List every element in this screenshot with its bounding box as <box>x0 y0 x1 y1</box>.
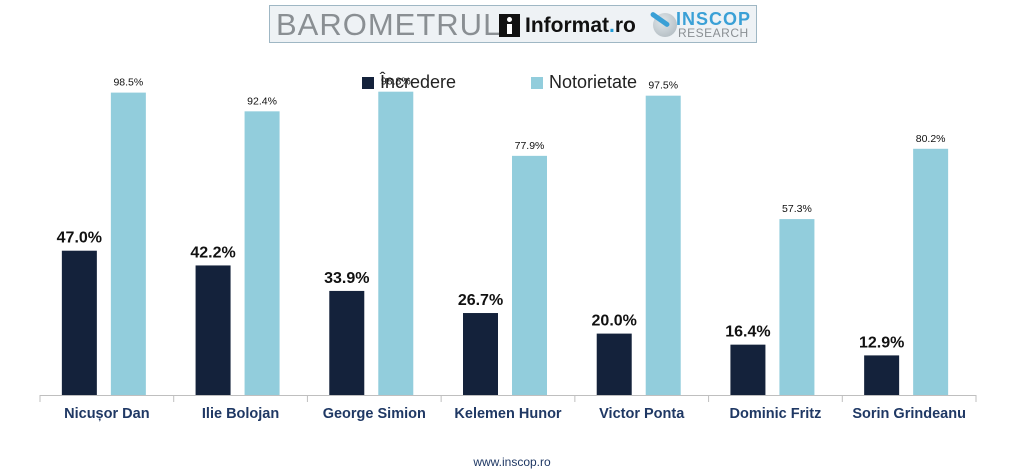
legend-item-notorietate: Notorietate <box>531 72 637 93</box>
data-label-notorietate: 77.9% <box>515 140 545 152</box>
category-label: Sorin Grindeanu <box>852 406 966 422</box>
bar-incredere <box>864 355 900 395</box>
legend-label-notorietate: Notorietate <box>549 72 638 92</box>
bar-notorietate <box>512 155 547 395</box>
barometrul-wordmark: BAROMETRUL <box>276 7 502 42</box>
data-label-notorietate: 80.2% <box>916 133 946 145</box>
data-label-notorietate: 98.8% <box>381 76 411 88</box>
data-label-notorietate: 57.3% <box>782 203 812 215</box>
legend-item-incredere: Încredere <box>362 72 456 93</box>
footer-url: www.inscop.ro <box>473 455 551 469</box>
informat-tld: ro <box>614 14 636 37</box>
data-label-incredere: 16.4% <box>725 324 770 341</box>
informat-logo-icon <box>499 14 520 37</box>
bar-incredere <box>61 250 97 395</box>
informat-wordmark: Informat.ro <box>525 13 636 39</box>
category-label: George Simion <box>323 406 426 422</box>
data-label-incredere: 33.9% <box>324 270 369 287</box>
data-label-incredere: 26.7% <box>458 292 503 309</box>
category-label: Ilie Bolojan <box>202 406 279 422</box>
data-label-incredere: 47.0% <box>57 230 102 247</box>
data-label-incredere: 20.0% <box>592 313 637 330</box>
bar-incredere <box>730 344 766 395</box>
bar-notorietate <box>913 148 949 395</box>
bar-incredere <box>596 333 632 395</box>
inscop-globe-icon <box>653 13 677 37</box>
bar-notorietate <box>779 219 815 395</box>
category-label: Nicușor Dan <box>64 406 149 422</box>
legend-swatch-notorietate <box>531 76 543 89</box>
chart-legend: Încredere Notorietate <box>0 72 1024 96</box>
data-label-incredere: 42.2% <box>190 244 235 261</box>
research-wordmark: RESEARCH <box>678 26 749 40</box>
informat-dot: . <box>609 14 615 37</box>
bar-incredere <box>329 290 365 395</box>
legend-label-incredere: Încredere <box>380 72 457 92</box>
bar-notorietate <box>110 92 146 395</box>
bar-notorietate <box>645 95 681 396</box>
bar-notorietate <box>244 111 280 395</box>
inscop-wordmark: INSCOP <box>676 9 752 29</box>
barometer-banner: BAROMETRUL Informat.ro INSCOP RESEARCH <box>269 5 757 43</box>
data-label-notorietate: 98.5% <box>113 77 143 89</box>
informat-text: Informat <box>525 14 609 37</box>
bar-incredere <box>463 313 498 395</box>
data-label-incredere: 12.9% <box>859 334 904 351</box>
category-label: Dominic Fritz <box>730 406 822 422</box>
legend-swatch-incredere <box>362 76 374 89</box>
bar-chart: 47.0% 98.5% Nicușor Dan 42.2% 92.4% Ilie Bolo… <box>39 76 977 422</box>
data-label-notorietate: 97.5% <box>648 80 678 92</box>
category-label: Kelemen Hunor <box>454 406 562 422</box>
data-label-notorietate: 92.4% <box>247 95 277 107</box>
bar-incredere <box>195 265 231 395</box>
bar-notorietate <box>378 91 414 396</box>
category-label: Victor Ponta <box>599 406 685 422</box>
